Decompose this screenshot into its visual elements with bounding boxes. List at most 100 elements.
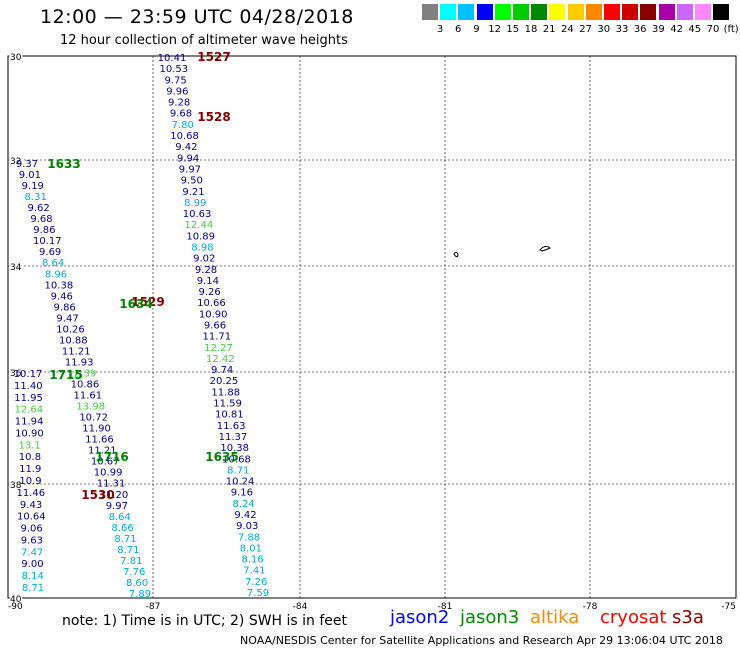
wave-height-value: 7.80 bbox=[172, 120, 194, 131]
wave-height-value: 11.94 bbox=[15, 417, 44, 428]
lon-tick-label: -87 bbox=[146, 602, 161, 612]
wave-height-value: 8.71 bbox=[22, 583, 44, 594]
wave-height-value: 10.26 bbox=[56, 324, 85, 335]
scale-label: (ft) bbox=[723, 24, 739, 35]
wave-height-value: 9.28 bbox=[195, 265, 217, 276]
scale-swatch bbox=[585, 4, 602, 20]
wave-height-value: 9.50 bbox=[181, 176, 203, 187]
wave-height-value: 11.88 bbox=[211, 387, 240, 398]
scale-label: 24 bbox=[561, 24, 574, 35]
wave-height-value: 8.24 bbox=[233, 499, 255, 510]
wave-height-value: 9.19 bbox=[22, 181, 44, 192]
wave-height-value: 9.26 bbox=[198, 287, 220, 298]
wave-height-value: 9.63 bbox=[21, 535, 43, 546]
wave-height-value: 8.98 bbox=[191, 242, 213, 253]
wave-height-value: 8.16 bbox=[241, 555, 263, 566]
scale-label: 9 bbox=[473, 24, 480, 35]
wave-height-value: 11.93 bbox=[65, 357, 94, 368]
scale-swatch bbox=[676, 4, 693, 20]
wave-height-value: 9.43 bbox=[20, 500, 42, 511]
wave-height-value: 12.64 bbox=[15, 405, 44, 416]
wave-height-value: 9.37 bbox=[16, 159, 38, 170]
scale-swatch bbox=[494, 4, 511, 20]
wave-height-value: 8.99 bbox=[184, 198, 206, 209]
pass-time-label: 1528 bbox=[197, 110, 230, 124]
wave-height-value: 13.1 bbox=[19, 440, 41, 451]
wave-height-value: 11.63 bbox=[217, 421, 246, 432]
wave-height-value: 9.94 bbox=[177, 153, 199, 164]
wave-height-value: 10.63 bbox=[183, 209, 212, 220]
wave-height-value: 7.26 bbox=[245, 577, 267, 588]
satellite-legend-cryosat: cryosat bbox=[600, 607, 667, 628]
wave-height-value: 9.42 bbox=[175, 142, 197, 153]
wave-height-value: 8.71 bbox=[227, 465, 249, 476]
wave-height-value: 11.20 bbox=[100, 490, 129, 501]
scale-label: 36 bbox=[633, 24, 647, 35]
wave-height-value: 20.25 bbox=[210, 376, 239, 387]
satellite-legend-jason2: jason2 bbox=[390, 607, 450, 628]
wave-height-value: 10.67 bbox=[91, 457, 120, 468]
lat-tick-label: 40 bbox=[10, 595, 22, 605]
wave-height-value: 9.00 bbox=[21, 559, 43, 570]
wave-height-value: 11.66 bbox=[85, 435, 114, 446]
wave-height-value: 8.64 bbox=[109, 512, 131, 523]
pass-time-label: 1530 bbox=[81, 488, 114, 502]
wave-height-value: 8.96 bbox=[45, 269, 67, 280]
lon-tick-label: -84 bbox=[293, 602, 308, 612]
wave-height-value: 12.27 bbox=[204, 343, 233, 354]
wave-height-value: 9.46 bbox=[51, 291, 73, 302]
scale-swatch bbox=[640, 4, 657, 20]
scale-swatch bbox=[713, 4, 730, 20]
wave-height-value: 10.86 bbox=[71, 380, 100, 391]
wave-height-value: 9.74 bbox=[211, 365, 233, 376]
wave-height-value: 11.90 bbox=[82, 424, 111, 435]
wave-height-value: 9.42 bbox=[234, 510, 256, 521]
wave-height-value: 10.90 bbox=[15, 428, 44, 439]
wave-height-value: 10.38 bbox=[45, 280, 74, 291]
wave-height-value: 7.89 bbox=[129, 589, 151, 600]
wave-height-value: 10.66 bbox=[197, 298, 226, 309]
wave-height-value: 13.98 bbox=[76, 402, 105, 413]
lat-tick-label: 38 bbox=[10, 481, 22, 491]
scale-label: 6 bbox=[455, 24, 462, 35]
wave-height-value: 8.14 bbox=[22, 571, 44, 582]
wave-height-value: 10.88 bbox=[59, 335, 88, 346]
scale-swatch bbox=[440, 4, 457, 20]
wave-height-value: 9.06 bbox=[20, 524, 42, 535]
scale-label: 45 bbox=[688, 24, 702, 35]
wave-height-value: 9.97 bbox=[106, 501, 128, 512]
satellite-legend-s3a: s3a bbox=[672, 607, 704, 628]
wave-height-value: 9.02 bbox=[193, 254, 215, 265]
wave-height-value: 8.01 bbox=[240, 543, 262, 554]
scale-swatch bbox=[695, 4, 711, 20]
wave-height-value: 8.71 bbox=[114, 534, 136, 545]
wave-height-value: 11.61 bbox=[74, 391, 103, 402]
wave-height-value: 9.69 bbox=[39, 247, 61, 258]
wave-height-value: 8.66 bbox=[111, 523, 133, 534]
wave-height-value: 9.68 bbox=[170, 109, 192, 120]
wave-height-value: 9.21 bbox=[182, 187, 204, 198]
lon-tick-label: -90 bbox=[8, 602, 23, 612]
wave-height-value: 10.8 bbox=[19, 452, 41, 463]
scale-label: 39 bbox=[652, 24, 665, 35]
island-outline bbox=[539, 245, 551, 252]
wave-height-value: 12.42 bbox=[206, 354, 235, 365]
wave-height-value: 10.81 bbox=[215, 410, 244, 421]
wave-height-value: 9.68 bbox=[30, 214, 52, 225]
pass-time-label: 1635 bbox=[205, 450, 238, 464]
wave-height-value: 7.76 bbox=[123, 567, 145, 578]
lon-tick-label: -75 bbox=[721, 602, 736, 612]
wave-height-value: 10.90 bbox=[199, 309, 228, 320]
wave-height-value: 11.40 bbox=[14, 381, 43, 392]
scale-swatch bbox=[622, 4, 639, 20]
wave-height-value: 11.95 bbox=[14, 393, 43, 404]
satellite-legend-jason3: jason3 bbox=[460, 607, 520, 628]
wave-height-value: 8.71 bbox=[117, 545, 139, 556]
wave-height-value: 10.17 bbox=[33, 236, 62, 247]
wave-height-value: 8.64 bbox=[42, 258, 64, 269]
wave-height-value: 10.72 bbox=[79, 413, 108, 424]
map-frame bbox=[7, 55, 737, 599]
wave-height-value: 7.47 bbox=[21, 547, 43, 558]
wave-height-value: 8.60 bbox=[126, 578, 148, 589]
scale-label: 42 bbox=[670, 24, 683, 35]
